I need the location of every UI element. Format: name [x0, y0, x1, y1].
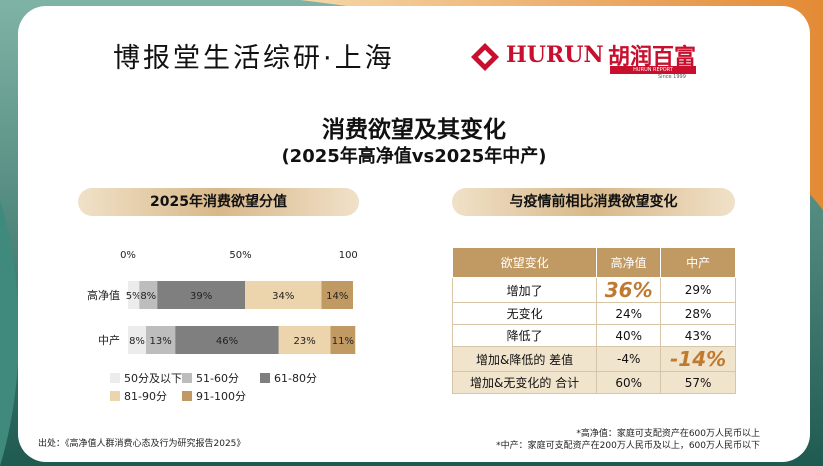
bar-segment — [157, 281, 245, 309]
data-label: 39% — [190, 291, 212, 302]
table-cell-hnw: 36% — [596, 277, 662, 303]
page-subtitle: (2025年高净值vs2025年中产) — [281, 146, 547, 167]
legend-swatch — [110, 391, 120, 401]
bar-segment — [175, 326, 279, 354]
legend-item: 51-60分 — [182, 370, 239, 386]
x-tick-label: 100% — [339, 250, 358, 261]
legend-swatch — [182, 391, 192, 401]
hurun-since: Since 1999 — [658, 74, 686, 80]
left-panel-heading: 2025年消费欲望分值 — [78, 188, 359, 216]
bar-segment — [330, 326, 356, 354]
data-label: 14% — [326, 291, 348, 302]
table-header-hnw: 高净值 — [596, 247, 662, 278]
data-label: 23% — [294, 336, 316, 347]
x-tick-label: 0% — [120, 250, 136, 261]
table-cell-hnw: -4% — [596, 346, 662, 372]
legend-label: 50分及以下 — [124, 372, 182, 385]
brand-title: 博报堂生活综研·上海 — [113, 43, 395, 74]
table-cell-label: 增加了 — [451, 277, 598, 303]
table-cell-label: 降低了 — [451, 324, 598, 347]
table-cell-label: 增加&无变化的 合计 — [451, 371, 598, 394]
page-title: 消费欲望及其变化 — [322, 117, 506, 143]
table-cell-mid: 29% — [660, 277, 736, 303]
table-header-change: 欲望变化 — [451, 247, 598, 278]
legend-item: 50分及以下 — [110, 370, 182, 386]
hurun-report-tag: HURUN REPORT — [610, 66, 696, 74]
bar-segment — [245, 281, 322, 309]
bar-segment — [128, 281, 140, 309]
legend-swatch — [110, 373, 120, 383]
note-mid: *中产：家庭可支配资产在200万人民币及以上，600万人民币以下 — [496, 441, 760, 451]
data-label: 34% — [272, 291, 294, 302]
table-header-row: 欲望变化 高净值 中产 — [451, 247, 736, 278]
bar-segment — [139, 281, 158, 309]
data-label: 11% — [332, 336, 354, 347]
data-label: 5% — [126, 291, 142, 302]
bar-segment — [321, 281, 353, 309]
legend-label: 81-90分 — [124, 390, 167, 403]
data-label: 13% — [150, 336, 172, 347]
category-label: 高净值 — [87, 288, 120, 302]
right-panel-heading: 与疫情前相比消费欲望变化 — [452, 188, 735, 216]
data-label: 8% — [140, 291, 156, 302]
bar-segment — [278, 326, 331, 354]
note-hnw: *高净值：家庭可支配资产在600万人民币以上 — [576, 429, 760, 439]
data-label: 46% — [216, 336, 238, 347]
table-header-mid: 中产 — [660, 247, 736, 278]
hurun-wordmark: HURUN — [506, 42, 604, 68]
hurun-logo-icon — [471, 43, 499, 71]
table-row: 增加&降低的 差值 -4% -14% — [451, 346, 736, 372]
table-cell-hnw: 60% — [596, 371, 662, 394]
table-cell-mid: 43% — [660, 324, 736, 347]
comparison-table: 欲望变化 高净值 中产 增加了 36% 29% 无变化 24% 28% 降低了 40% 43% 增… — [451, 247, 736, 394]
source-note: 出处：《高净值人群消费心态及行为研究报告2025》 — [38, 439, 246, 449]
table-row: 增加&无变化的 合计 60% 57% — [451, 371, 736, 394]
table-row: 无变化 24% 28% — [451, 302, 736, 325]
legend-label: 51-60分 — [196, 372, 239, 385]
hurun-cn-logo: 胡润百富 — [608, 44, 697, 70]
slide: 博报堂生活综研·上海 HURUN 胡润百富 HURUN REPORT Since… — [18, 6, 810, 462]
table-row: 降低了 40% 43% — [451, 324, 736, 347]
table-row: 增加了 36% 29% — [451, 277, 736, 303]
legend-label: 61-80分 — [274, 372, 317, 385]
table-cell-label: 增加&降低的 差值 — [451, 346, 598, 372]
x-tick-label: 50% — [229, 250, 251, 261]
legend-swatch — [182, 373, 192, 383]
table-cell-label: 无变化 — [451, 302, 598, 325]
stacked-bar-chart: 0%50%100%高净值5%8%39%34%14%中产8%13%46%23%11… — [87, 250, 358, 354]
category-label: 中产 — [98, 333, 120, 347]
legend-label: 91-100分 — [196, 390, 246, 403]
table-cell-mid: 28% — [660, 302, 736, 325]
table-cell-mid: -14% — [660, 346, 736, 372]
table-cell-hnw: 24% — [596, 302, 662, 325]
table-cell-hnw: 40% — [596, 324, 662, 347]
legend-swatch — [260, 373, 270, 383]
table-cell-mid: 57% — [660, 371, 736, 394]
legend-item: 91-100分 — [182, 388, 246, 404]
data-label: 8% — [129, 336, 145, 347]
bar-segment — [128, 326, 146, 354]
legend-item: 61-80分 — [260, 370, 317, 386]
legend-item: 81-90分 — [110, 388, 167, 404]
bar-segment — [146, 326, 176, 354]
